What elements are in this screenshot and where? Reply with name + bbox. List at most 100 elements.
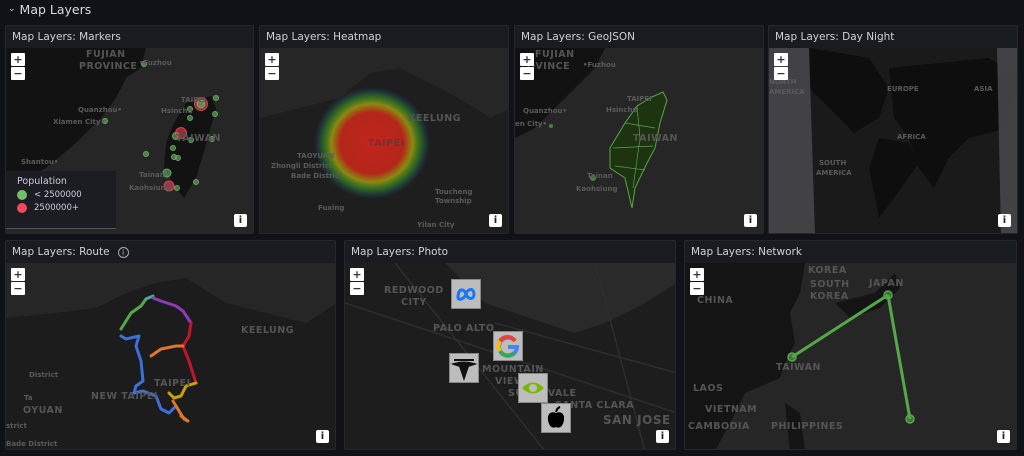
marker [188,137,194,143]
attribution-button[interactable]: i [656,430,669,443]
zoom-in-button[interactable]: + [774,53,788,66]
zoom-out-button[interactable]: − [11,282,25,295]
map-label: TAIWAN [176,133,221,144]
map-label: TAIPEI [368,138,405,149]
panel-header[interactable]: Map Layers: Network [685,241,1016,263]
map-label: Bade District [291,172,343,180]
panel-title: Map Layers: Route [12,246,110,258]
zoom-out-button[interactable]: − [520,67,534,80]
map-label: PALO ALTO [433,323,495,334]
map-canvas[interactable]: KEELUNG TAIPEI NEW TAIPEI District Ta OY… [6,263,335,449]
map-label: NORTH [769,78,797,86]
daylight-band-right [997,48,1017,233]
zoom-in-button[interactable]: + [690,268,704,281]
map-label: Zhongli District [271,162,333,170]
map-label: JAPAN [869,278,904,289]
map-label: NEW TAIPEI [91,391,158,402]
marker [163,180,175,192]
marker [175,155,181,161]
route-segment [144,294,155,301]
zoom-in-button[interactable]: + [11,53,25,66]
network-node [905,414,915,424]
panel-geojson: Map Layers: GeoJSON FUJIAN OVINCE •Fuzho… [514,25,764,234]
map-canvas[interactable]: REDWOOD CITY PALO ALTO MOUNTAIN VIEW SUN… [345,263,675,449]
map-canvas[interactable]: NORTH AMERICA EUROPE ASIA AFRICA SOUTH A… [769,48,1017,233]
map-label: SOUTH [810,279,850,290]
zoom-in-button[interactable]: + [11,268,25,281]
marker [102,118,108,124]
network-node [787,352,797,362]
attribution-button[interactable]: i [998,214,1011,227]
info-icon[interactable]: i [117,246,129,258]
map-canvas[interactable]: FUJIAN PROVINCE •Fuzhou Quanzhou• Xiamen… [6,48,253,233]
row-title: Map Layers [19,1,92,17]
marker [174,185,180,191]
map-label: SAN JOSE [603,413,671,427]
map-canvas[interactable]: KEELUNG TAIPEI TAOYUAN Zhongli District … [260,48,508,233]
apple-logo-icon[interactable] [541,403,571,433]
map-label: CITY [401,297,427,308]
panel-header[interactable]: Map Layers: Heatmap [260,26,508,48]
attribution-button[interactable]: i [744,214,757,227]
heat-blob [314,87,430,199]
zoom-in-button[interactable]: + [520,53,534,66]
map-label: District [29,371,59,379]
marker [213,95,219,101]
route-segment [167,381,198,400]
map-label: AFRICA [897,133,926,141]
route-segment [149,344,185,358]
zoom-out-button[interactable]: − [774,67,788,80]
route-segment [151,296,193,325]
map-label: KOREA [810,291,849,302]
map-canvas[interactable]: FUJIAN OVINCE •Fuzhou Quanzhou• en City•… [515,48,763,233]
panel-title: Map Layers: Network [691,246,802,258]
zoom-out-button[interactable]: − [350,282,364,295]
map-label: Fuxing [318,204,345,212]
marker [212,111,218,117]
zoom-out-button[interactable]: − [265,67,279,80]
attribution-button[interactable]: i [489,214,502,227]
zoom-in-button[interactable]: + [265,53,279,66]
map-label: FUJIAN [535,49,575,60]
attribution-button[interactable]: i [997,430,1010,443]
daylight-band-left [769,48,815,233]
marker [175,127,187,139]
route-segment [171,399,190,423]
map-canvas[interactable]: KOREA SOUTH KOREA JAPAN CHINA TAIWAN LAO… [685,263,1016,449]
map-label: TAIWAN [776,362,821,373]
panel-header[interactable]: Map Layers: GeoJSON [515,26,763,48]
map-label: Kaohsiung [129,184,171,192]
marker [187,106,193,112]
panel-day-night: Map Layers: Day Night NORTH AMERICA EURO… [768,25,1018,234]
panel-header[interactable]: Map Layers: Photo [345,241,675,263]
legend-title: Population [17,176,67,187]
row-header-map-layers[interactable]: ⌄ Map Layers [8,0,91,18]
network-node [883,290,893,300]
panel-title: Map Layers: Markers [12,31,121,43]
panel-header[interactable]: Map Layers: Day Night [769,26,1017,48]
map-label: FUJIAN [86,49,126,60]
zoom-in-button[interactable]: + [350,268,364,281]
nvidia-logo-icon[interactable] [518,373,548,403]
legend-swatch-red [17,203,27,213]
panel-header[interactable]: Map Layers: Route i [6,241,335,263]
attribution-button[interactable]: i [234,214,247,227]
map-label: TAIPEI [627,95,652,103]
panel-photo: Map Layers: Photo REDWOOD CITY PALO ALTO… [344,240,676,450]
tesla-logo-icon[interactable] [449,353,479,383]
google-logo-icon[interactable] [493,331,523,361]
meta-logo-icon[interactable] [451,279,481,309]
map-label: MOUNTAIN [482,364,544,375]
map-label: •Fuzhou [139,59,172,67]
map-label: Tainan [587,172,613,180]
panel-header[interactable]: Map Layers: Markers [6,26,253,48]
legend-swatch-green [17,190,27,200]
zoom-out-button[interactable]: − [690,282,704,295]
route-segment [119,297,148,331]
map-label: SOUTH [819,159,847,167]
map-label: VIEW [495,376,525,387]
route-path [119,294,198,423]
zoom-out-button[interactable]: − [11,67,25,80]
attribution-button[interactable]: i [316,430,329,443]
map-base [515,48,668,209]
